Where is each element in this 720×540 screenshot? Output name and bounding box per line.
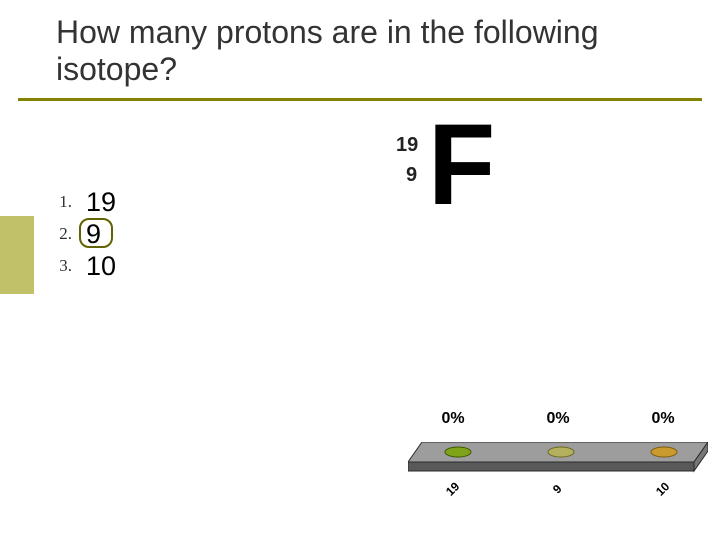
bar-percent: 0% bbox=[618, 410, 708, 428]
isotope-element-symbol: F bbox=[428, 107, 495, 223]
answer-option-2[interactable]: 2. 9 bbox=[42, 218, 116, 250]
isotope-notation: 19 9 F bbox=[374, 116, 504, 221]
chart-disc-2 bbox=[548, 447, 574, 457]
answer-value: 19 bbox=[86, 187, 116, 218]
isotope-atomic-number: 9 bbox=[406, 164, 417, 187]
bar-percent: 0% bbox=[513, 410, 603, 428]
isotope-mass-number: 19 bbox=[396, 134, 418, 157]
bar-percent: 0% bbox=[408, 410, 498, 428]
answer-number: 2. bbox=[42, 224, 72, 244]
bar-group-1: 0% bbox=[408, 410, 498, 428]
response-chart: 0% 0% 0% 19 9 10 bbox=[408, 410, 720, 530]
answer-number: 3. bbox=[42, 256, 72, 276]
bar-group-2: 0% bbox=[513, 410, 603, 428]
bar-label: 9 bbox=[550, 482, 565, 497]
chart-disc-1 bbox=[445, 447, 471, 457]
chart-disc-3 bbox=[651, 447, 677, 457]
title-area: How many protons are in the following is… bbox=[56, 14, 686, 88]
answer-value: 9 bbox=[86, 219, 101, 250]
chart-platform bbox=[408, 442, 708, 478]
answer-number: 1. bbox=[42, 192, 72, 212]
page-title: How many protons are in the following is… bbox=[56, 14, 686, 88]
answer-option-1[interactable]: 1. 19 bbox=[42, 186, 116, 218]
title-underline bbox=[18, 98, 702, 101]
accent-block bbox=[0, 216, 34, 294]
answer-list: 1. 19 2. 9 3. 10 bbox=[42, 186, 116, 282]
answer-option-3[interactable]: 3. 10 bbox=[42, 250, 116, 282]
bar-label: 19 bbox=[443, 479, 462, 498]
answer-value: 10 bbox=[86, 251, 116, 282]
bar-group-3: 0% bbox=[618, 410, 708, 428]
bar-label: 10 bbox=[653, 479, 672, 498]
